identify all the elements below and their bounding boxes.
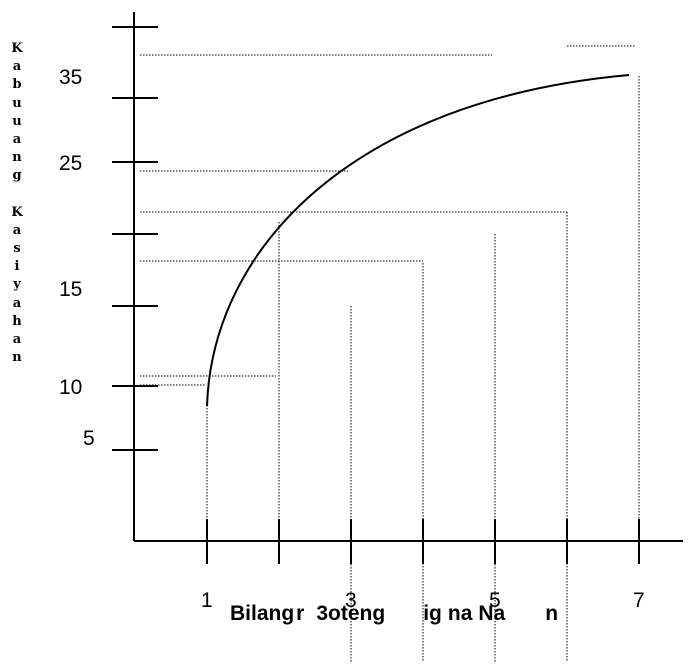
- x-axis-label-part: 3ote: [316, 602, 360, 625]
- y-axis-label-letter: u: [12, 95, 22, 111]
- y-tick-label-15: 15: [59, 278, 83, 301]
- y-tick-label-25: 25: [59, 152, 83, 175]
- y-axis-label-letter: u: [12, 113, 22, 129]
- y-axis-label-letter: y: [13, 277, 21, 293]
- horizontal-guides: [140, 45, 636, 386]
- y-axis-label-letter: b: [12, 77, 22, 93]
- y-tick-label-5: 5: [83, 427, 95, 450]
- x-axis-label-part: Na: [478, 602, 506, 625]
- x-tick-label-3: 3: [345, 589, 357, 612]
- x-axis-label-part: ig: [423, 602, 442, 625]
- x-tick-label-7: 7: [633, 589, 645, 612]
- y-tick-label-10: 10: [59, 376, 83, 399]
- total-utility-curve: [206, 74, 630, 407]
- x-axis-label-part: r: [296, 602, 305, 625]
- y-axis-label-letter: a: [12, 222, 22, 238]
- y-axis-label-letter: K: [11, 204, 23, 220]
- y-axis-label-gap: [10, 186, 24, 204]
- y-axis-label-letter: h: [12, 313, 22, 329]
- y-axis-label-letter: g: [12, 168, 22, 184]
- y-axis-label-letter: K: [11, 41, 23, 56]
- y-axis-label-letter: a: [12, 295, 22, 311]
- x-axis-label-part: Bilang: [230, 602, 295, 625]
- x-axis-label: Bilangr 3oteng ig na Na n: [230, 602, 560, 626]
- y-axis-label-letter: i: [14, 259, 20, 275]
- vertical-guides: [206, 76, 640, 662]
- x-axis-label-part: ng: [359, 602, 386, 625]
- x-tick-label-1: 1: [201, 589, 213, 612]
- y-axis-label-letter: n: [12, 350, 22, 366]
- x-tick-label-5: 5: [489, 589, 501, 612]
- y-axis-label-letter: a: [12, 332, 22, 347]
- y-axis-label-letter: a: [12, 59, 22, 75]
- x-axis-label-part: n: [545, 602, 559, 625]
- y-tick-label-35: 35: [59, 66, 83, 89]
- y-axis-label-letter: a: [12, 131, 22, 147]
- y-axis-label-letter: s: [13, 241, 21, 257]
- y-axis-label-letter: n: [12, 150, 22, 166]
- y-ticks: [112, 26, 158, 451]
- x-axis-label-part: na: [447, 602, 473, 625]
